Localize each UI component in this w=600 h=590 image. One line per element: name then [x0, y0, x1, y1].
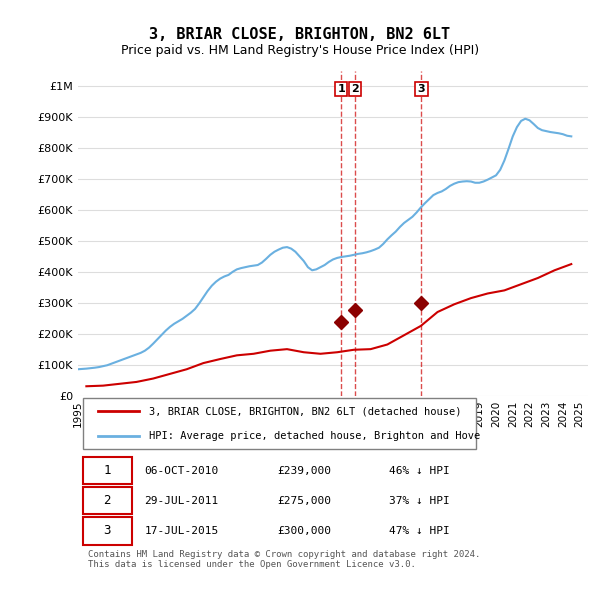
Text: Price paid vs. HM Land Registry's House Price Index (HPI): Price paid vs. HM Land Registry's House … [121, 44, 479, 57]
Text: 3, BRIAR CLOSE, BRIGHTON, BN2 6LT: 3, BRIAR CLOSE, BRIGHTON, BN2 6LT [149, 27, 451, 41]
FancyBboxPatch shape [83, 398, 476, 449]
Text: 3: 3 [103, 525, 111, 537]
Text: £300,000: £300,000 [277, 526, 331, 536]
Text: 47% ↓ HPI: 47% ↓ HPI [389, 526, 450, 536]
Text: 37% ↓ HPI: 37% ↓ HPI [389, 496, 450, 506]
Text: HPI: Average price, detached house, Brighton and Hove: HPI: Average price, detached house, Brig… [149, 431, 481, 441]
Text: 3, BRIAR CLOSE, BRIGHTON, BN2 6LT (detached house): 3, BRIAR CLOSE, BRIGHTON, BN2 6LT (detac… [149, 406, 462, 416]
Text: £275,000: £275,000 [277, 496, 331, 506]
Text: 2: 2 [352, 84, 359, 94]
Text: 2: 2 [103, 494, 111, 507]
Text: Contains HM Land Registry data © Crown copyright and database right 2024.
This d: Contains HM Land Registry data © Crown c… [88, 550, 481, 569]
Text: £239,000: £239,000 [277, 466, 331, 476]
Text: 29-JUL-2011: 29-JUL-2011 [145, 496, 218, 506]
Text: 3: 3 [418, 84, 425, 94]
Text: 46% ↓ HPI: 46% ↓ HPI [389, 466, 450, 476]
Text: 17-JUL-2015: 17-JUL-2015 [145, 526, 218, 536]
FancyBboxPatch shape [83, 457, 131, 484]
Text: 06-OCT-2010: 06-OCT-2010 [145, 466, 218, 476]
FancyBboxPatch shape [83, 487, 131, 514]
Text: 1: 1 [103, 464, 111, 477]
Text: 1: 1 [337, 84, 345, 94]
FancyBboxPatch shape [83, 517, 131, 545]
